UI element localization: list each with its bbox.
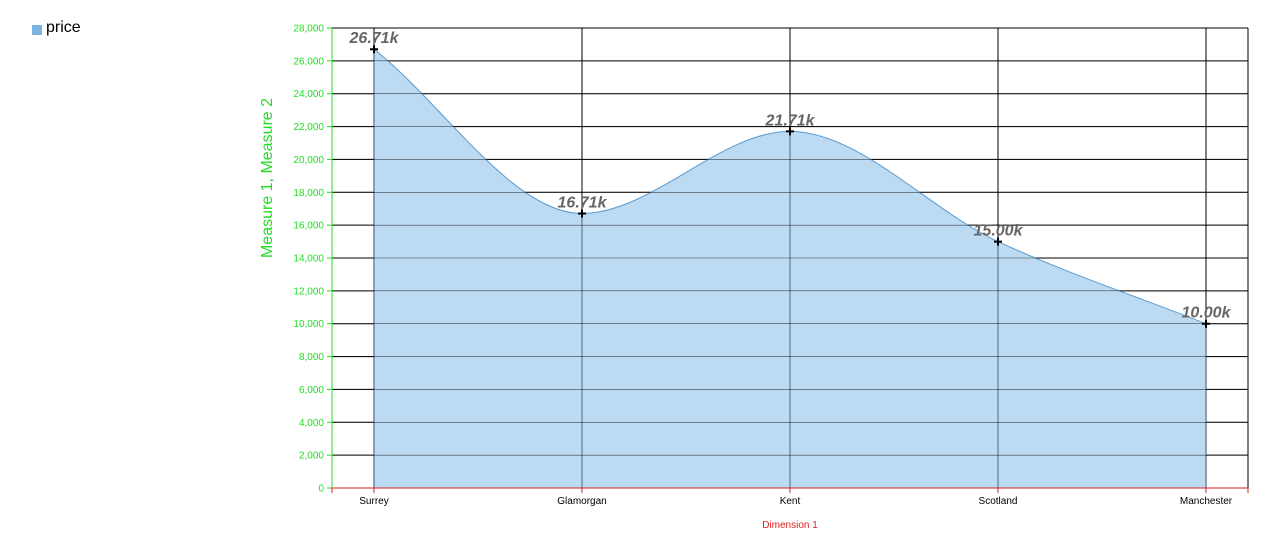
x-tick-label: Manchester [1180, 496, 1233, 507]
data-point-marker [994, 237, 1002, 246]
y-tick-label: 0 [318, 484, 324, 495]
legend-swatch [32, 24, 42, 35]
x-tick-label: Glamorgan [557, 496, 606, 507]
legend-label: price [46, 19, 81, 36]
labels: 26.71k 16.71k 21.71k 15.00k 10.00k [349, 30, 1232, 322]
y-tick-label: 10,000 [293, 319, 324, 330]
data-label: 16.71k [558, 194, 608, 211]
y-axis-title: Measure 1, Measure 2 [259, 98, 276, 258]
y-tick-label: 28,000 [293, 24, 324, 35]
y-tick-label: 26,000 [293, 56, 324, 67]
y-tick-label: 14,000 [293, 254, 324, 265]
data-label: 26.71k [349, 30, 400, 47]
data-point-marker [370, 45, 378, 54]
data-label: 21.71k [765, 112, 816, 129]
y-tick-label: 16,000 [293, 221, 324, 232]
legend: price [32, 19, 81, 37]
x-axis-title: Dimension 1 [762, 520, 818, 531]
data-label: 15.00k [974, 223, 1024, 240]
y-tick-label: 20,000 [293, 155, 324, 166]
data-point-marker [1202, 319, 1210, 328]
data-point-marker [786, 127, 794, 136]
axes: 0 2,000 4,000 6,000 8,000 10,000 12,000 14,000 1… [259, 24, 1249, 531]
y-tick-label: 12,000 [293, 286, 324, 297]
y-tick-label: 24,000 [293, 89, 324, 100]
x-tick-label: Scotland [979, 496, 1018, 507]
markers [370, 45, 1210, 328]
y-tick-label: 8,000 [299, 352, 324, 363]
y-tick-label: 4,000 [299, 418, 324, 429]
y-tick-label: 18,000 [293, 188, 324, 199]
y-tick-label: 2,000 [299, 451, 324, 462]
x-tick-label: Kent [780, 496, 801, 507]
y-tick-label: 22,000 [293, 122, 324, 133]
area-layer [332, 27, 1248, 488]
x-tick-label: Surrey [359, 496, 388, 507]
data-label: 10.00k [1182, 305, 1232, 322]
y-tick-label: 6,000 [299, 385, 324, 396]
data-point-marker [578, 209, 586, 218]
